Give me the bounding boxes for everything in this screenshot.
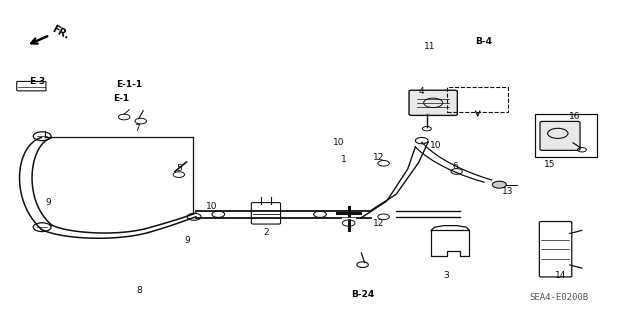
Text: 16: 16 [568,112,580,121]
Circle shape [173,172,184,177]
Circle shape [422,126,431,131]
Text: 12: 12 [373,153,384,162]
Circle shape [415,137,428,144]
Text: 10: 10 [333,138,345,147]
Circle shape [135,118,147,124]
Text: FR.: FR. [51,24,71,41]
Text: 15: 15 [545,160,556,169]
Text: E-1-1: E-1-1 [116,80,142,89]
Circle shape [357,262,369,268]
FancyBboxPatch shape [252,203,280,224]
Text: 3: 3 [443,271,449,280]
Text: 10: 10 [430,141,442,150]
Bar [447,87,508,112]
Circle shape [33,223,51,232]
Circle shape [187,213,201,220]
Text: SEA4-E0200B: SEA4-E0200B [529,293,588,302]
FancyBboxPatch shape [409,90,458,115]
Text: 8: 8 [136,286,141,295]
Circle shape [342,220,355,226]
FancyBboxPatch shape [540,221,572,277]
Text: B-4: B-4 [475,37,492,46]
Circle shape [451,169,463,174]
Circle shape [314,211,326,218]
Text: 2: 2 [263,228,269,237]
Text: 7: 7 [134,123,140,132]
Text: 11: 11 [424,42,436,51]
FancyBboxPatch shape [540,122,580,150]
Text: 13: 13 [502,187,513,196]
Text: B-24: B-24 [351,290,374,299]
Bar [535,114,597,157]
Text: 4: 4 [419,87,424,96]
Text: 12: 12 [373,219,384,227]
Circle shape [118,114,130,120]
Circle shape [378,160,389,166]
Circle shape [492,181,506,188]
Text: 9: 9 [185,236,191,245]
Circle shape [212,211,225,218]
Text: 10: 10 [206,202,218,211]
Circle shape [33,132,51,141]
FancyBboxPatch shape [17,81,46,91]
Text: E-3: E-3 [29,77,45,86]
Text: 14: 14 [555,271,566,280]
Circle shape [378,214,389,220]
Text: 9: 9 [45,197,51,206]
Text: 1: 1 [341,155,347,164]
Text: 6: 6 [452,162,458,171]
Text: E-1: E-1 [113,93,130,103]
Text: 5: 5 [176,165,182,174]
